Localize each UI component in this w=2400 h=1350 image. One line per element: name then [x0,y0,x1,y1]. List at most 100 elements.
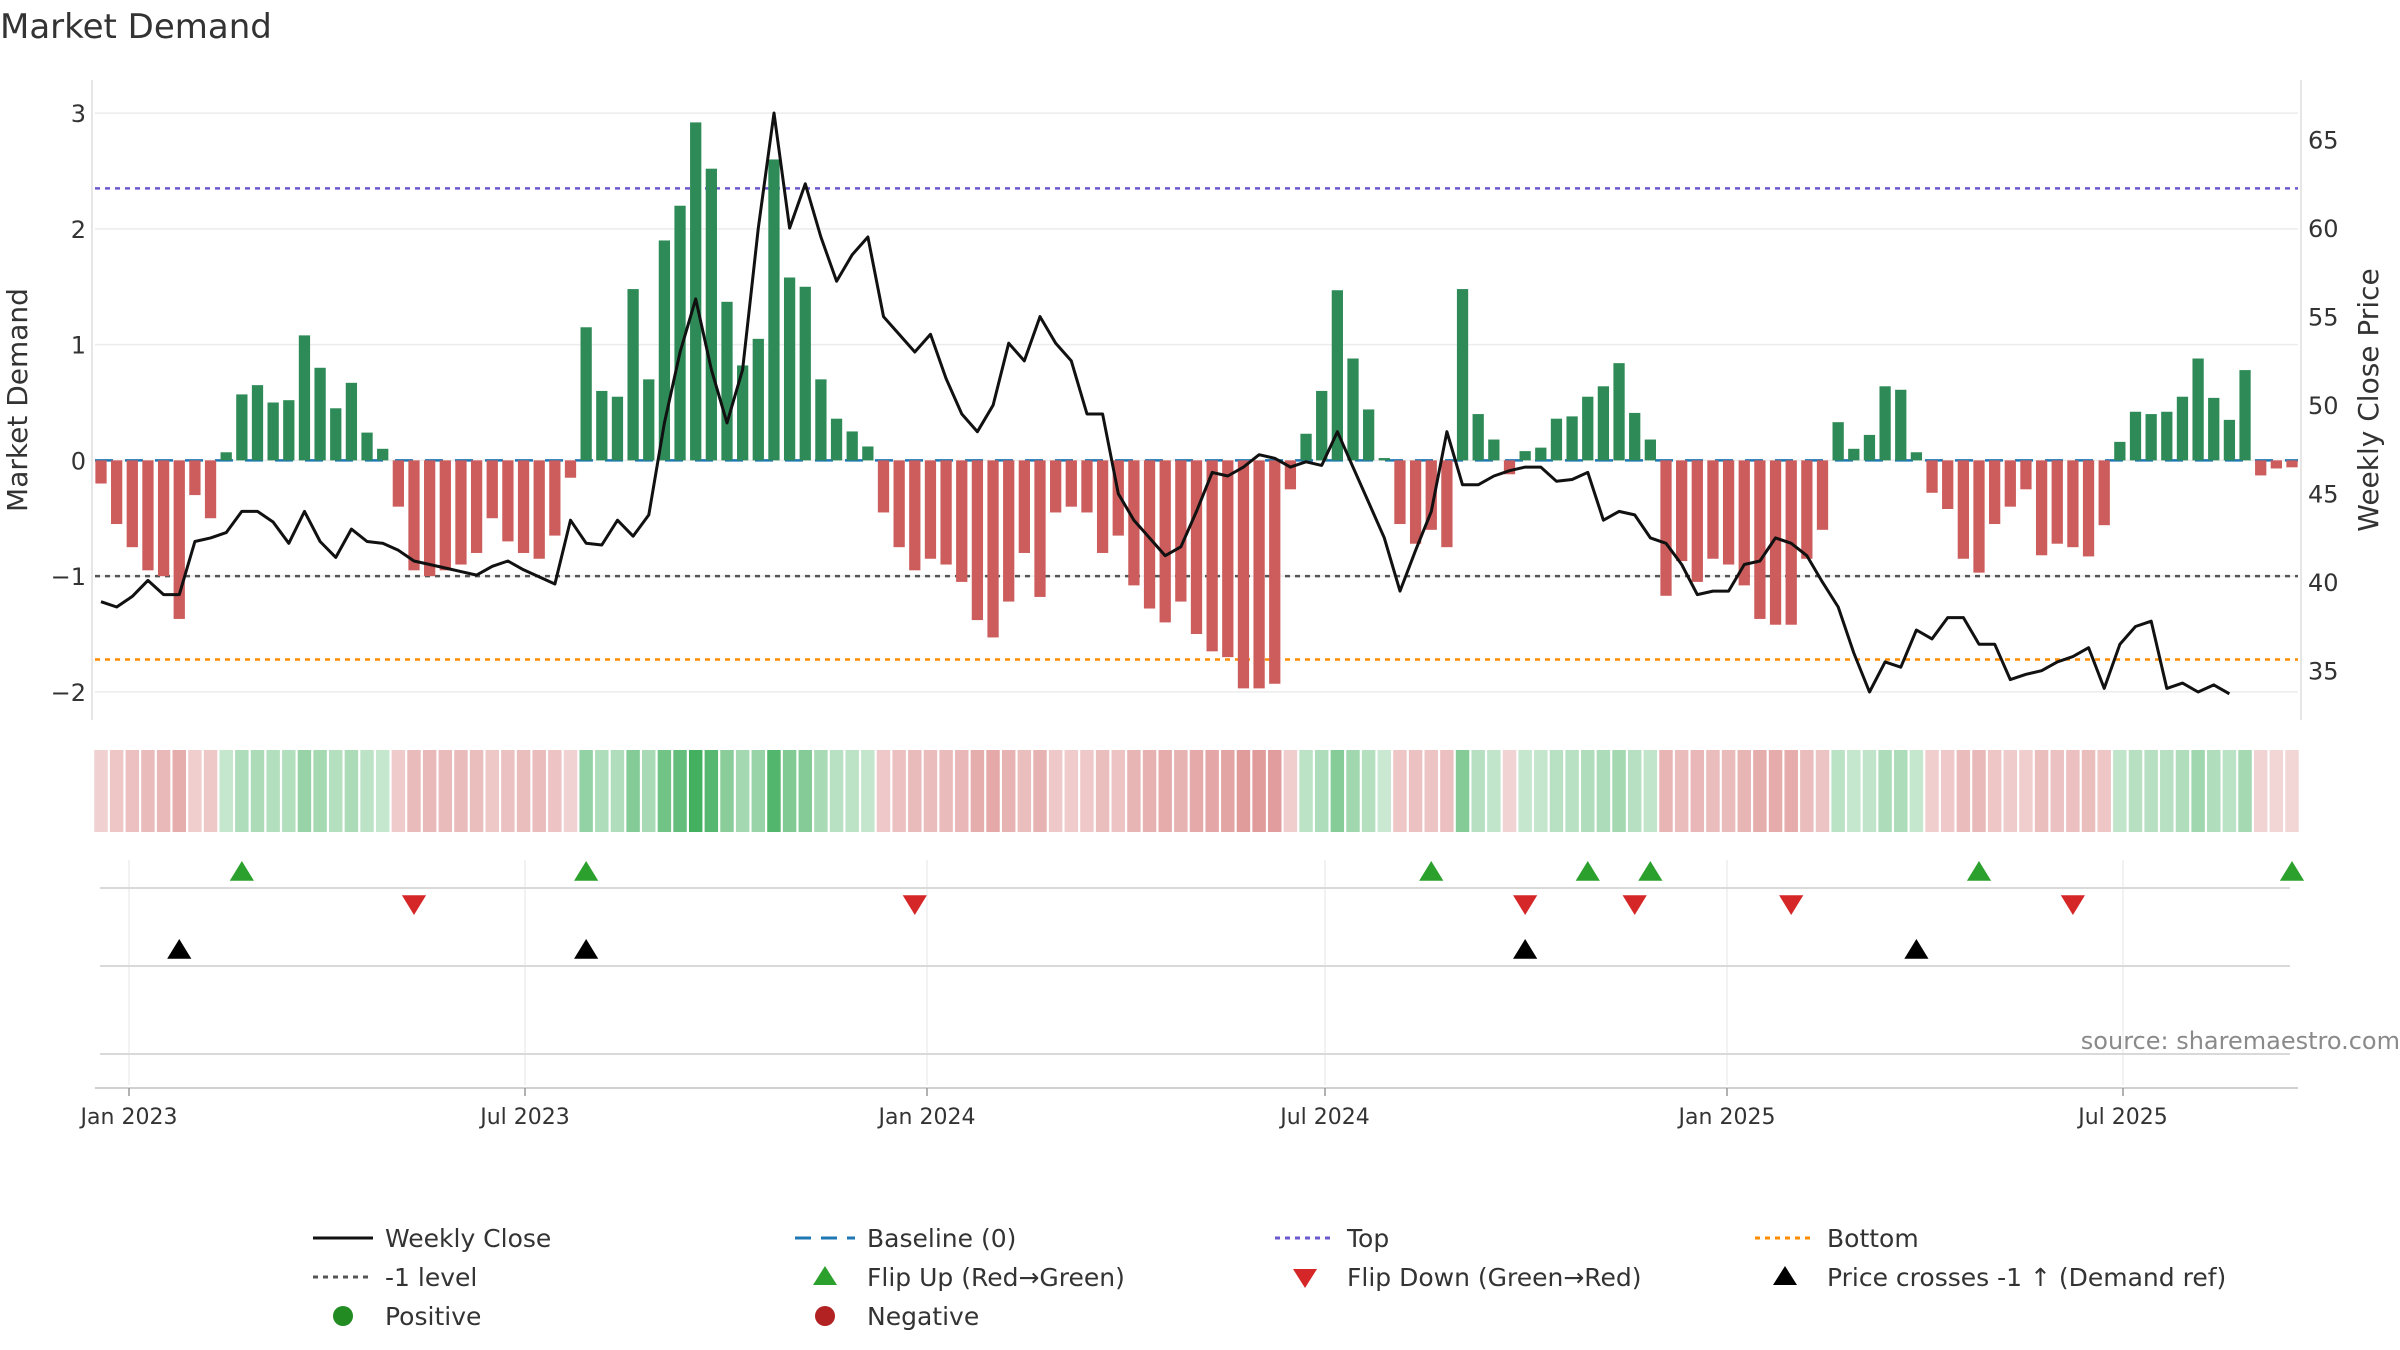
demand-bar-positive [830,418,843,461]
demand-bar-negative [1284,460,1297,490]
demand-bars [95,122,2298,689]
heat-cell-negative [1001,750,1016,832]
y-tick-label: 3 [71,100,86,128]
heat-cell-positive [2238,750,2252,832]
heat-cell-negative [532,750,546,832]
demand-bar-positive [1848,448,1860,461]
legend-swatch-negative [815,1306,835,1326]
heat-cell-positive [1894,750,1908,832]
heat-cell-negative [438,750,453,832]
heat-cell-negative [1674,750,1689,832]
demand-bar-negative [956,460,968,582]
heat-cell-negative [1127,750,1141,832]
x-tick-label: Jul 2023 [478,1105,570,1130]
demand-bar-positive [2208,397,2220,461]
legend-label: Flip Down (Green→Red) [1347,1263,1642,1292]
demand-bar-positive [768,159,780,461]
demand-bar-positive [1535,447,1547,461]
demand-bar-negative [1722,460,1735,565]
heat-cell-positive [2128,750,2143,832]
demand-bar-negative [893,460,905,548]
heat-cell-negative [1784,750,1798,832]
demand-bar-negative [1769,460,1782,625]
demand-bar-negative [2082,460,2095,557]
demand-bar-positive [2145,414,2157,461]
demand-bar-positive [251,385,264,461]
heat-cell-positive [1455,750,1470,832]
demand-bar-positive [1910,452,1923,461]
heat-cell-positive [1314,750,1329,832]
heat-cell-negative [1283,750,1298,832]
y-tick-label: 1 [71,332,86,360]
demand-bar-negative [157,460,170,577]
demand-bar-positive [1363,409,1375,461]
flip-up-marker [1638,861,1663,881]
heat-cell-negative [1972,750,1986,832]
demand-bar-positive [658,240,671,461]
demand-bar-positive [1566,416,1578,461]
heat-cell-positive [1299,750,1313,832]
demand-bar-negative [204,460,217,519]
heat-cell-negative [1925,750,1939,832]
demand-bar-positive [643,379,655,461]
heat-cell-positive [1518,750,1532,832]
demand-bar-positive [1550,418,1563,461]
demand-bar-negative [424,460,436,577]
heat-cell-negative [1815,750,1830,832]
x-axis: Jan 2023 Jul 2023 Jan 2024 Jul 2024 Jan 2025… [79,1087,2298,1130]
x-tick-label: Jan 2025 [1677,1105,1776,1130]
legend-swatch-cross [1773,1266,1797,1285]
heat-cell-positive [235,750,249,832]
demand-bar-positive [1895,389,1907,461]
demand-bar-negative [1691,460,1703,582]
heat-cell-positive [1596,750,1611,832]
demand-bar-positive [799,286,811,461]
demand-bar-negative [2020,460,2032,490]
demand-bar-negative [1754,460,1766,619]
demand-bar-positive [721,301,733,461]
heat-cell-negative [1721,750,1736,832]
heat-cell-negative [188,750,202,832]
demand-bar-positive [1582,396,1594,461]
legend-label: Positive [385,1302,481,1331]
demand-bar-positive [2192,358,2204,461]
demand-bar-negative [439,460,451,571]
price-cross-marker [167,939,192,959]
heat-cell-negative [1017,750,1032,832]
heat-cell-positive [861,750,875,832]
heat-cell-negative [970,750,985,832]
demand-bar-positive [611,396,624,461]
demand-bar-negative [408,460,420,571]
heat-cell-negative [2253,750,2268,832]
heat-cell-positive [1487,750,1501,832]
demand-bar-positive [1597,386,1610,461]
heat-cell-positive [1330,750,1345,832]
demand-bar-positive [752,338,764,461]
demand-bar-negative [1222,460,1234,658]
x-tick-label: Jul 2025 [2076,1105,2168,1130]
heat-cell-positive [673,750,687,832]
demand-bar-negative [455,460,467,565]
legend-swatch-flip-down [1293,1269,1317,1288]
heat-cell-negative [892,750,906,832]
demand-bar-negative [1034,460,1046,597]
demand-bar-positive [1331,290,1343,461]
heat-cell-positive [642,750,656,832]
demand-bar-positive [596,390,608,461]
heat-cell-positive [767,750,781,832]
demand-bar-negative [1003,460,1015,602]
heat-cell-negative [1393,750,1407,832]
legend-swatch-flip-up [813,1266,837,1285]
heat-cell-negative [156,750,171,832]
demand-bar-negative [1269,460,1281,684]
heat-cell-negative [1048,750,1063,832]
demand-bar-negative [987,460,999,638]
heat-cell-positive [2222,750,2237,832]
heat-cell-positive [1534,750,1548,832]
demand-bar-negative [111,460,123,525]
heat-cell-positive [595,750,609,832]
heat-cell-positive [1581,750,1595,832]
heat-cell-negative [2269,750,2284,832]
demand-bar-positive [283,400,295,461]
demand-bar-positive [1879,386,1891,461]
